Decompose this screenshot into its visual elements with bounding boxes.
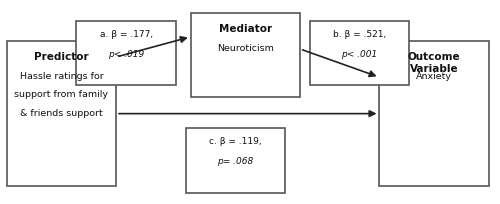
Text: & friends support: & friends support (20, 108, 103, 117)
Text: Hassle ratings for: Hassle ratings for (20, 72, 103, 81)
FancyBboxPatch shape (186, 128, 285, 193)
FancyBboxPatch shape (190, 13, 300, 98)
FancyBboxPatch shape (380, 42, 488, 186)
FancyBboxPatch shape (76, 21, 176, 86)
Text: p< .001: p< .001 (342, 50, 378, 59)
Text: Outcome
Variable: Outcome Variable (408, 52, 461, 73)
Text: c. β = .119,: c. β = .119, (209, 136, 262, 145)
Text: Neuroticism: Neuroticism (217, 44, 274, 53)
Text: Predictor: Predictor (34, 52, 89, 62)
Text: p< .019: p< .019 (108, 50, 144, 59)
Text: b. β = .521,: b. β = .521, (333, 30, 386, 39)
Text: p= .068: p= .068 (217, 156, 254, 165)
Text: Anxiety: Anxiety (416, 72, 452, 81)
Text: Mediator: Mediator (218, 23, 272, 33)
FancyBboxPatch shape (310, 21, 409, 86)
FancyBboxPatch shape (7, 42, 116, 186)
Text: support from family: support from family (14, 90, 108, 99)
Text: a. β = .177,: a. β = .177, (100, 30, 152, 39)
